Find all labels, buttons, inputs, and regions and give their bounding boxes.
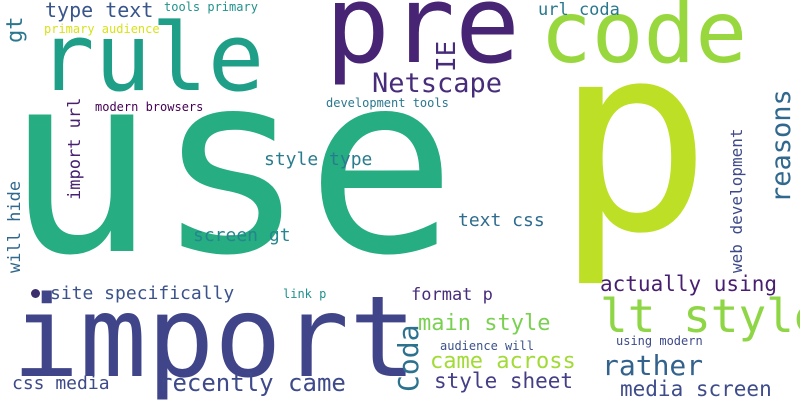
word-link-p: link p bbox=[283, 287, 327, 301]
word-p: p bbox=[555, 0, 712, 291]
word-primary-audience: primary audience bbox=[44, 22, 160, 36]
word-style-sheet: style sheet bbox=[434, 369, 574, 393]
word-will-hide: will hide bbox=[5, 180, 25, 273]
word-css-media: css media bbox=[12, 373, 110, 394]
word-import: import bbox=[12, 273, 417, 400]
word-using-modern: using modern bbox=[616, 334, 703, 348]
word-actually-using: actually using bbox=[600, 272, 778, 296]
word-audience-will: audience will bbox=[440, 339, 534, 353]
word-pre: pre bbox=[325, 0, 521, 88]
word-main-style: main style bbox=[418, 311, 551, 336]
word-import-url: import url bbox=[65, 97, 85, 200]
word-modern-browsers: modern browsers bbox=[95, 100, 204, 114]
word-rather: rather bbox=[602, 349, 704, 382]
word-use: use bbox=[5, 19, 457, 310]
word-development-tools: development tools bbox=[326, 96, 449, 110]
word-came-across: came across bbox=[430, 349, 576, 374]
word-site-specifically: site specifically bbox=[50, 283, 235, 304]
word-gt: gt bbox=[3, 16, 28, 44]
word-tools-primary: tools primary bbox=[164, 0, 258, 14]
word-ie: IE bbox=[432, 40, 462, 72]
word-media-screen: media screen bbox=[620, 377, 772, 400]
word-web-development: web development bbox=[727, 128, 746, 274]
word-reasons: reasons bbox=[766, 89, 797, 203]
word-code: code bbox=[540, 0, 748, 83]
word-lt-style: lt style bbox=[600, 289, 800, 343]
bullet-dot bbox=[31, 289, 40, 298]
word-screen-gt: screen gt bbox=[193, 225, 291, 246]
word-url-coda: url coda bbox=[538, 0, 620, 20]
word-rule: rule bbox=[38, 4, 265, 113]
word-recently-came: recently came bbox=[158, 369, 346, 397]
word-netscape: Netscape bbox=[372, 68, 503, 99]
word-type-text: type text bbox=[45, 0, 154, 22]
word-text-css: text css bbox=[458, 210, 545, 231]
word-format-p: format p bbox=[411, 285, 493, 305]
word-style-type: style type bbox=[264, 149, 373, 170]
